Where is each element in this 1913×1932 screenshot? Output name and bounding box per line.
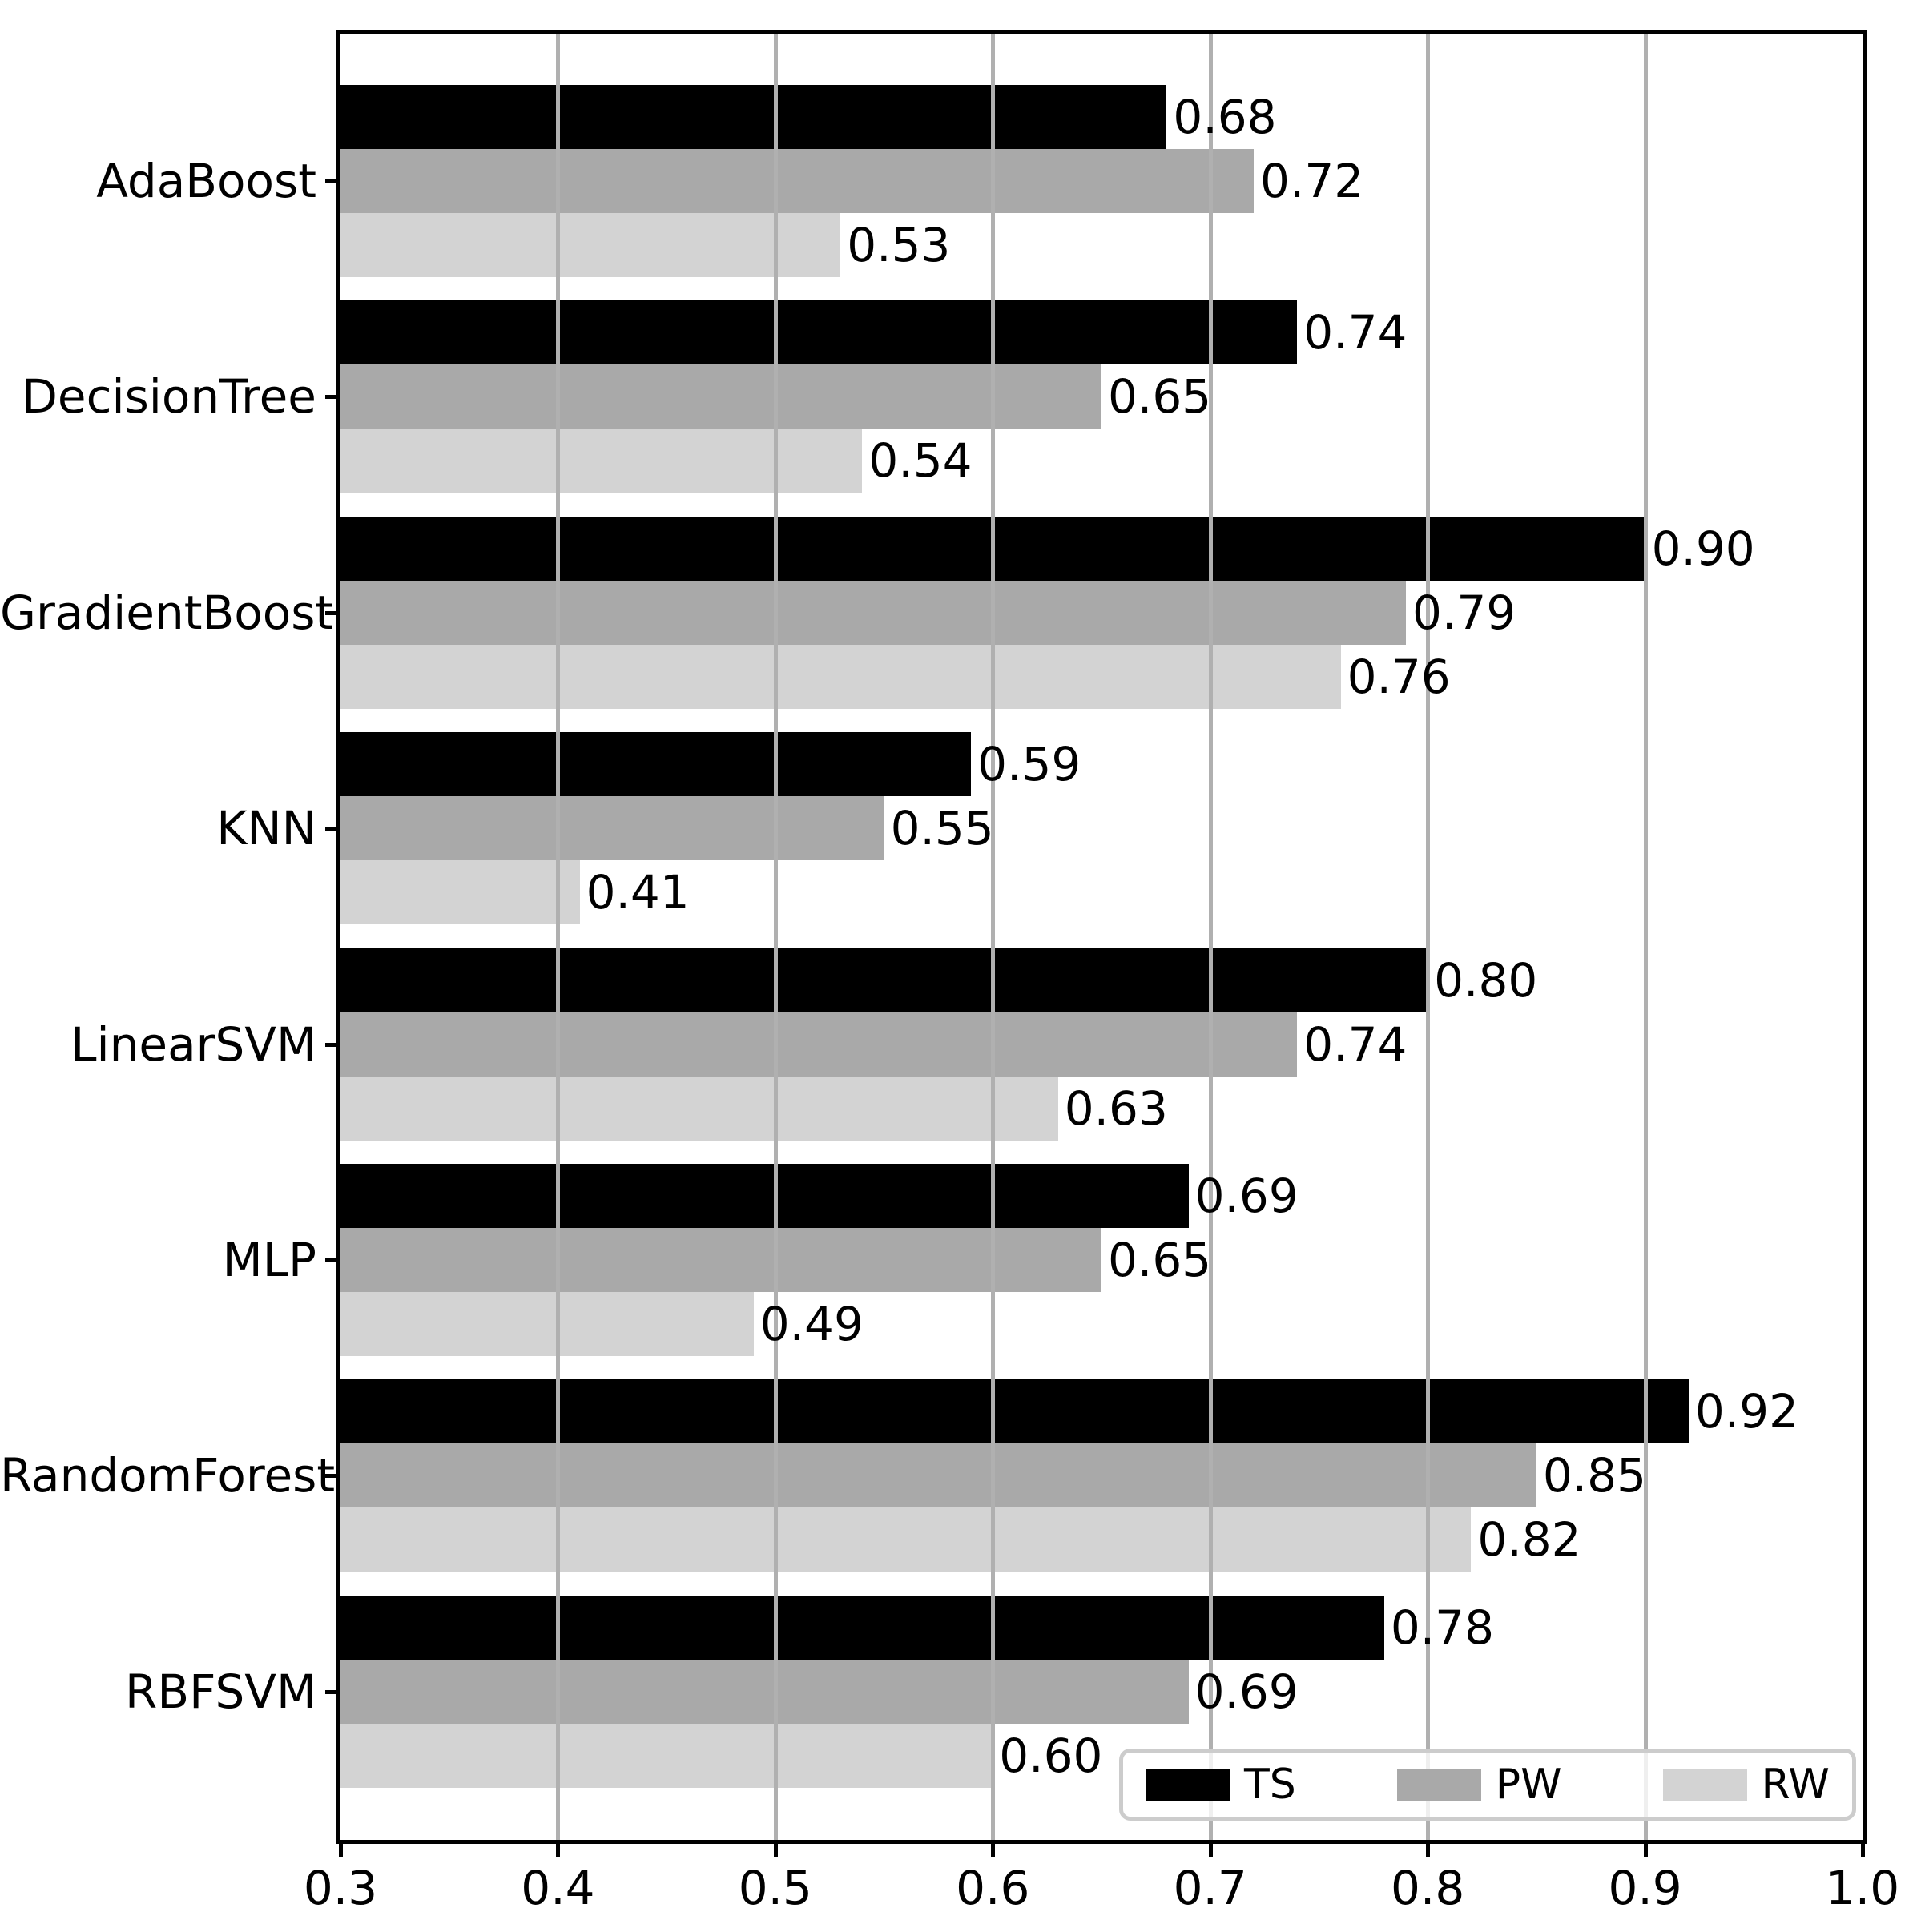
bar-rw-randomforest bbox=[340, 1507, 1472, 1572]
value-label: 0.65 bbox=[1108, 369, 1212, 425]
value-label: 0.69 bbox=[1194, 1169, 1299, 1223]
x-tick-mark bbox=[1208, 1844, 1213, 1857]
y-tick-mark bbox=[325, 1689, 336, 1694]
legend-swatch-ts bbox=[1146, 1769, 1230, 1801]
value-label: 0.49 bbox=[759, 1297, 864, 1351]
value-label: 0.92 bbox=[1694, 1384, 1798, 1439]
gridline bbox=[991, 34, 996, 1840]
xtick-label: 0.5 bbox=[738, 1861, 812, 1915]
y-tick-mark bbox=[325, 827, 336, 831]
value-label: 0.41 bbox=[586, 865, 690, 920]
value-label: 0.59 bbox=[977, 737, 1081, 792]
value-label: 0.60 bbox=[999, 1728, 1103, 1783]
bar-pw-mlp bbox=[340, 1228, 1101, 1292]
xtick-label: 0.9 bbox=[1608, 1861, 1682, 1915]
ytick-label-knn: KNN bbox=[216, 801, 316, 856]
value-labels-layer: 0.68 0.72 0.53 0.74 0.65 0.54 0.90 0.79 0.76 0.59… bbox=[340, 34, 1863, 1840]
gridline bbox=[1426, 34, 1431, 1840]
xtick-label: 0.6 bbox=[956, 1861, 1030, 1915]
x-tick-mark bbox=[339, 1844, 343, 1857]
value-label: 0.90 bbox=[1651, 521, 1755, 576]
xtick-label: 0.3 bbox=[303, 1861, 378, 1915]
legend-item-ts: TS bbox=[1146, 1762, 1296, 1807]
bar-pw-adaboost bbox=[340, 149, 1254, 213]
value-label: 0.65 bbox=[1108, 1233, 1212, 1287]
y-tick-mark bbox=[325, 1258, 336, 1262]
ytick-label-decisiontree: DecisionTree bbox=[22, 369, 316, 425]
gridline bbox=[556, 34, 561, 1840]
bar-pw-decisiontree bbox=[340, 364, 1101, 429]
ytick-label-linearsvm: LinearSVM bbox=[70, 1016, 316, 1072]
x-tick-mark bbox=[1426, 1844, 1431, 1857]
bar-rw-linearsvm bbox=[340, 1076, 1058, 1141]
bar-rw-adaboost bbox=[340, 213, 841, 277]
bar-rw-knn bbox=[340, 860, 580, 925]
bar-rw-mlp bbox=[340, 1292, 754, 1356]
legend-label-rw: RW bbox=[1761, 1761, 1830, 1809]
value-label: 0.69 bbox=[1194, 1664, 1299, 1719]
plot-area: 0.68 0.72 0.53 0.74 0.65 0.54 0.90 0.79 0.76 0.59… bbox=[336, 30, 1867, 1844]
gridline bbox=[1208, 34, 1213, 1840]
value-label: 0.53 bbox=[847, 218, 951, 272]
value-label: 0.76 bbox=[1347, 649, 1451, 704]
legend-swatch-pw bbox=[1396, 1769, 1481, 1801]
y-tick-mark bbox=[325, 1042, 336, 1047]
bar-ts-adaboost bbox=[340, 85, 1167, 149]
value-label: 0.55 bbox=[890, 801, 994, 856]
ytick-label-rbfsvm: RBFSVM bbox=[125, 1664, 316, 1719]
legend-item-rw: RW bbox=[1662, 1761, 1830, 1809]
grid-layer bbox=[340, 34, 1863, 1840]
ytick-label-adaboost: AdaBoost bbox=[96, 154, 316, 208]
gridline bbox=[773, 34, 778, 1840]
bar-pw-rbfsvm bbox=[340, 1659, 1189, 1724]
value-label: 0.74 bbox=[1303, 305, 1408, 360]
legend-item-pw: PW bbox=[1396, 1761, 1562, 1809]
bar-pw-gradientboost bbox=[340, 580, 1406, 645]
bar-ts-randomforest bbox=[340, 1379, 1689, 1444]
x-tick-mark bbox=[991, 1844, 996, 1857]
x-tick-mark bbox=[556, 1844, 561, 1857]
xtick-label: 1.0 bbox=[1825, 1861, 1900, 1915]
x-tick-mark bbox=[1643, 1844, 1648, 1857]
legend: TS PW RW bbox=[1119, 1749, 1856, 1821]
bars-layer bbox=[340, 34, 1863, 1840]
x-tick-mark bbox=[773, 1844, 778, 1857]
value-label: 0.63 bbox=[1064, 1081, 1168, 1136]
legend-label-ts: TS bbox=[1244, 1761, 1296, 1809]
y-tick-mark bbox=[325, 179, 336, 183]
value-label: 0.68 bbox=[1173, 90, 1277, 144]
bar-ts-knn bbox=[340, 732, 972, 797]
bar-ts-decisiontree bbox=[340, 300, 1298, 365]
y-tick-mark bbox=[325, 1474, 336, 1479]
ytick-label-gradientboost: GradientBoost bbox=[0, 585, 334, 640]
bar-pw-randomforest bbox=[340, 1443, 1536, 1508]
x-tick-mark bbox=[1861, 1844, 1865, 1857]
ytick-label-mlp: MLP bbox=[222, 1233, 316, 1287]
value-label: 0.79 bbox=[1412, 585, 1516, 640]
legend-swatch-rw bbox=[1662, 1769, 1747, 1801]
bar-ts-mlp bbox=[340, 1164, 1189, 1228]
y-tick-mark bbox=[325, 610, 336, 615]
bar-rw-gradientboost bbox=[340, 644, 1341, 709]
bar-pw-linearsvm bbox=[340, 1012, 1298, 1077]
ytick-label-randomforest: RandomForest bbox=[0, 1448, 336, 1503]
value-label: 0.82 bbox=[1477, 1512, 1581, 1568]
value-label: 0.54 bbox=[868, 433, 973, 489]
value-label: 0.74 bbox=[1303, 1016, 1408, 1072]
bar-pw-knn bbox=[340, 796, 884, 861]
value-label: 0.85 bbox=[1542, 1448, 1646, 1503]
value-label: 0.72 bbox=[1260, 154, 1364, 208]
y-tick-mark bbox=[325, 395, 336, 400]
gridline bbox=[1643, 34, 1648, 1840]
value-label: 0.78 bbox=[1390, 1600, 1494, 1655]
xtick-label: 0.4 bbox=[521, 1861, 595, 1915]
legend-label-pw: PW bbox=[1495, 1761, 1562, 1809]
value-label: 0.80 bbox=[1434, 952, 1538, 1008]
bar-ts-linearsvm bbox=[340, 948, 1428, 1012]
xtick-label: 0.8 bbox=[1391, 1861, 1465, 1915]
bar-rw-rbfsvm bbox=[340, 1723, 993, 1788]
xtick-label: 0.7 bbox=[1173, 1861, 1247, 1915]
